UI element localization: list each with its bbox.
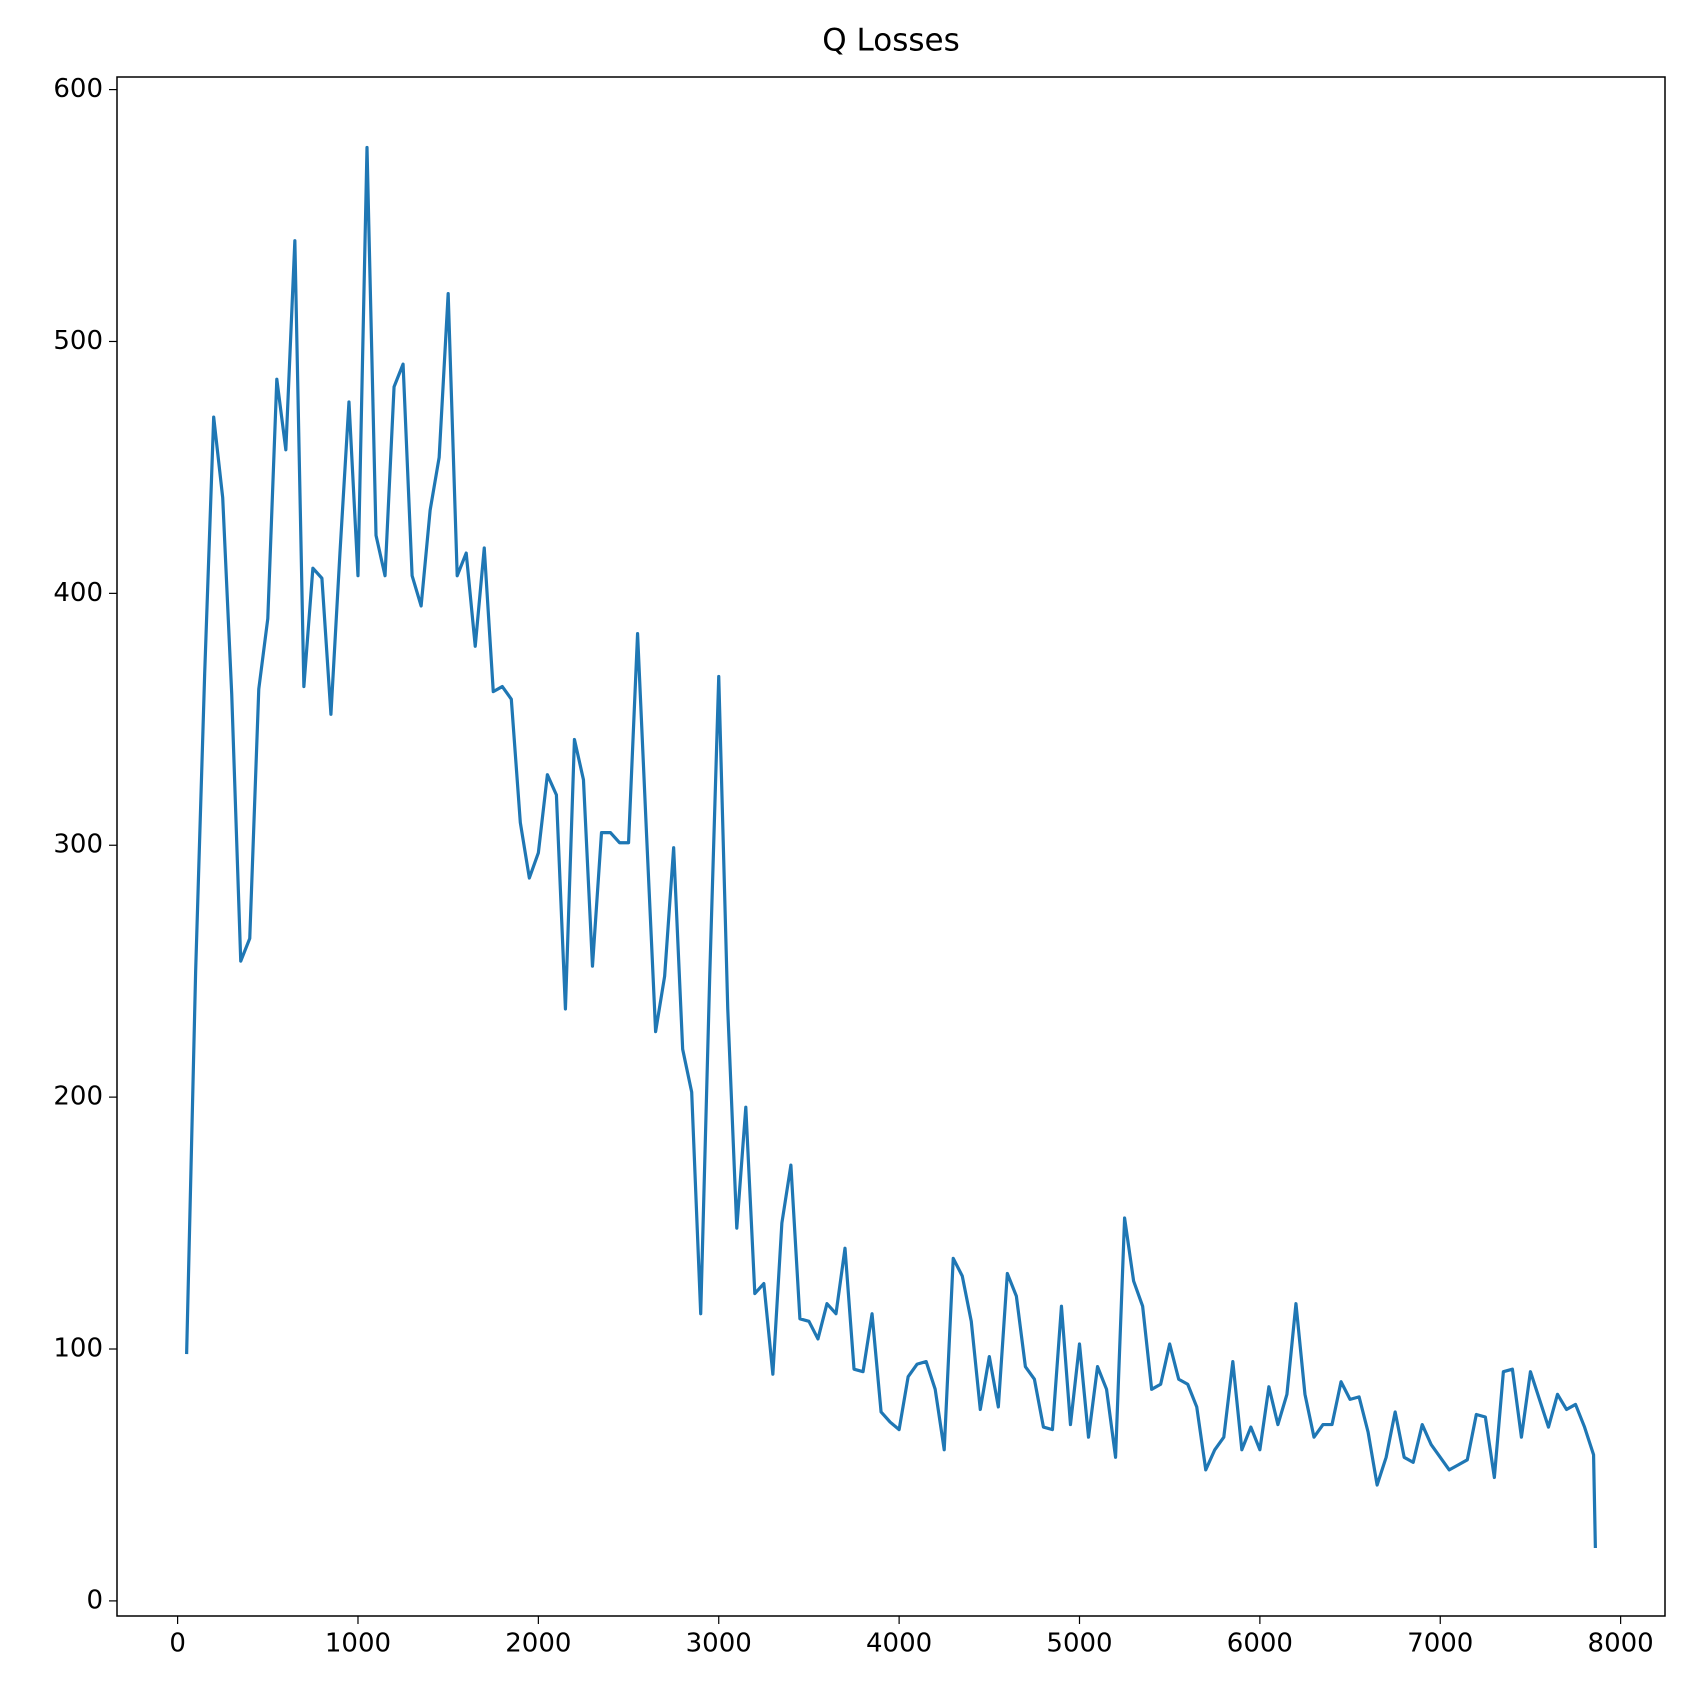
x-tick-label: 6000 [1227,1629,1293,1659]
data-line [185,145,1597,1549]
y-tick-label: 500 [53,326,103,356]
x-tick-label: 0 [169,1629,186,1659]
chart-title: Q Losses [822,23,959,59]
y-tick-label: 100 [53,1334,103,1364]
y-tick-label: 600 [53,74,103,104]
y-tick-label: 200 [53,1082,103,1112]
y-tick-label: 0 [86,1585,103,1615]
x-tick-label: 8000 [1588,1629,1654,1659]
plot-frame [116,76,1666,1617]
x-tick-label: 4000 [866,1629,932,1659]
x-tick-label: 1000 [325,1629,391,1659]
y-tick-label: 300 [53,830,103,860]
x-tick-label: 7000 [1407,1629,1473,1659]
x-tick-label: 5000 [1046,1629,1112,1659]
x-tick-label: 2000 [505,1629,571,1659]
y-tick-label: 400 [53,578,103,608]
x-tick-label: 3000 [686,1629,752,1659]
